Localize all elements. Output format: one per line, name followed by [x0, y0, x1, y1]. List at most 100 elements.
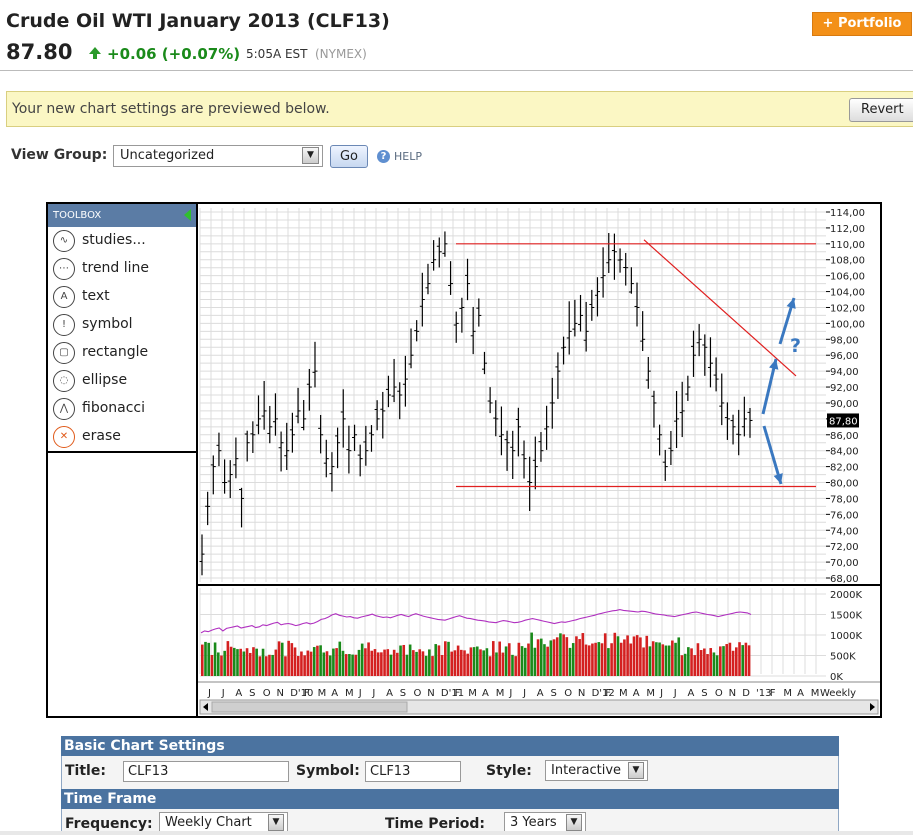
volume-bar	[680, 655, 684, 676]
x-tick-label: A	[482, 688, 489, 699]
volume-bar	[437, 645, 441, 676]
x-tick-label: J	[221, 688, 225, 699]
volume-bar	[447, 641, 450, 676]
y-tick-label: 106,00	[830, 272, 865, 283]
chevron-down-icon[interactable]: ▼	[628, 762, 644, 779]
chevron-down-icon[interactable]: ▼	[302, 147, 319, 164]
volume-bar	[479, 649, 482, 676]
volume-tick-label: 2000K	[830, 590, 862, 601]
volume-bar	[405, 654, 409, 676]
volume-bar	[226, 641, 230, 676]
volume-bar	[389, 654, 393, 676]
volume-bar	[571, 643, 575, 676]
tool-rectangle[interactable]: ▢ rectangle	[48, 340, 196, 368]
x-tick-label: S	[400, 688, 406, 699]
tool-text[interactable]: A text	[48, 284, 196, 312]
last-price-marker	[827, 413, 859, 428]
tool-fibonacci[interactable]: ⋀ fibonacci	[48, 396, 196, 424]
y-tick-label: 96,00	[830, 351, 859, 362]
style-select[interactable]: Interactive	[545, 760, 648, 781]
volume-bar	[719, 646, 722, 676]
go-button[interactable]: Go	[330, 145, 368, 168]
volume-bar	[424, 655, 428, 676]
title-input[interactable]: CLF13	[123, 761, 289, 782]
volume-bar	[296, 656, 300, 676]
x-tick-label: O	[263, 688, 271, 699]
erase-icon: ✕	[53, 426, 75, 448]
tool-ellipse[interactable]: ◌ ellipse	[48, 368, 196, 396]
volume-bar	[642, 647, 645, 676]
ellipse-icon: ◌	[53, 370, 75, 392]
preview-notice	[6, 91, 913, 127]
descending-trendline	[643, 239, 797, 377]
x-tick-label: M	[345, 688, 354, 699]
y-tick-label: 100,00	[830, 319, 865, 330]
up-arrow-icon	[89, 47, 101, 54]
tool-label: fibonacci	[82, 400, 146, 416]
volume-bar	[284, 656, 287, 676]
volume-bar	[344, 654, 348, 676]
volume-bar	[584, 644, 588, 676]
collapse-arrow-icon[interactable]	[184, 209, 191, 221]
price-chart[interactable]: 114,00 112,00 110,00 108,00 106,00 104,00 102,…	[198, 204, 880, 716]
tool-symbol[interactable]: ! symbol	[48, 312, 196, 340]
text-icon: A	[53, 286, 75, 308]
tool-trend-line[interactable]: ⋯ trend line	[48, 256, 196, 284]
volume-bar	[338, 641, 342, 676]
up-arrow-projection-long-head	[786, 298, 796, 309]
volume-bar	[204, 641, 207, 676]
volume-bar	[261, 648, 265, 676]
y-tick-label: 80,00	[830, 479, 859, 490]
volume-tick-label: 1000K	[830, 631, 862, 642]
volume-bar	[460, 649, 463, 676]
tool-studies[interactable]: ∿ studies...	[48, 228, 196, 256]
tool-erase[interactable]: ✕ erase	[48, 424, 196, 452]
volume-bar	[287, 640, 290, 676]
volume-bar	[428, 649, 431, 676]
volume-bar	[466, 653, 470, 676]
basic-settings-header: Basic Chart Settings	[61, 736, 839, 756]
volume-bar	[216, 652, 220, 676]
revert-button[interactable]: Revert	[849, 98, 913, 122]
view-group-select[interactable]: Uncategorized	[113, 145, 323, 167]
view-group-label: View Group:	[11, 147, 108, 163]
volume-bar	[472, 647, 476, 676]
add-portfolio-button[interactable]: + Portfolio	[812, 12, 912, 36]
volume-bar	[623, 639, 626, 676]
x-tick-label: J	[358, 688, 362, 699]
volume-bar	[354, 654, 358, 676]
volume-bar	[239, 648, 242, 676]
volume-bar	[667, 645, 671, 676]
x-tick-label: M	[811, 688, 820, 699]
trend-line-icon: ⋯	[53, 258, 75, 280]
volume-bar	[223, 650, 226, 676]
y-tick-label: 84,00	[830, 447, 859, 458]
volume-bar	[501, 652, 505, 676]
volume-bar	[552, 639, 556, 676]
symbol-input[interactable]: CLF13	[365, 761, 461, 782]
y-tick-label: 86,00	[830, 431, 859, 442]
tool-label: trend line	[82, 260, 150, 276]
frequency-select[interactable]: Weekly Chart	[159, 812, 288, 833]
volume-bar	[201, 644, 204, 676]
help-icon[interactable]: ?	[377, 150, 390, 163]
volume-bar	[607, 648, 610, 676]
header-divider	[0, 70, 913, 71]
volume-bar	[412, 650, 415, 676]
chevron-down-icon[interactable]: ▼	[268, 814, 284, 831]
chevron-down-icon[interactable]: ▼	[566, 814, 582, 831]
volume-bar	[380, 652, 383, 676]
y-tick-label: 68,00	[830, 574, 859, 585]
volume-bar	[485, 648, 489, 676]
x-tick-label: A	[797, 688, 804, 699]
y-tick-label: 114,00	[830, 208, 865, 219]
help-link[interactable]: HELP	[394, 150, 422, 163]
x-tick-label: O	[564, 688, 572, 699]
volume-bar	[348, 654, 351, 676]
volume-bar	[575, 636, 578, 676]
volume-bar	[712, 652, 716, 676]
down-arrow-projection	[762, 425, 783, 485]
time-period-select[interactable]: 3 Years	[504, 812, 586, 833]
y-tick-label: 98,00	[830, 335, 859, 346]
volume-bar	[581, 633, 585, 676]
